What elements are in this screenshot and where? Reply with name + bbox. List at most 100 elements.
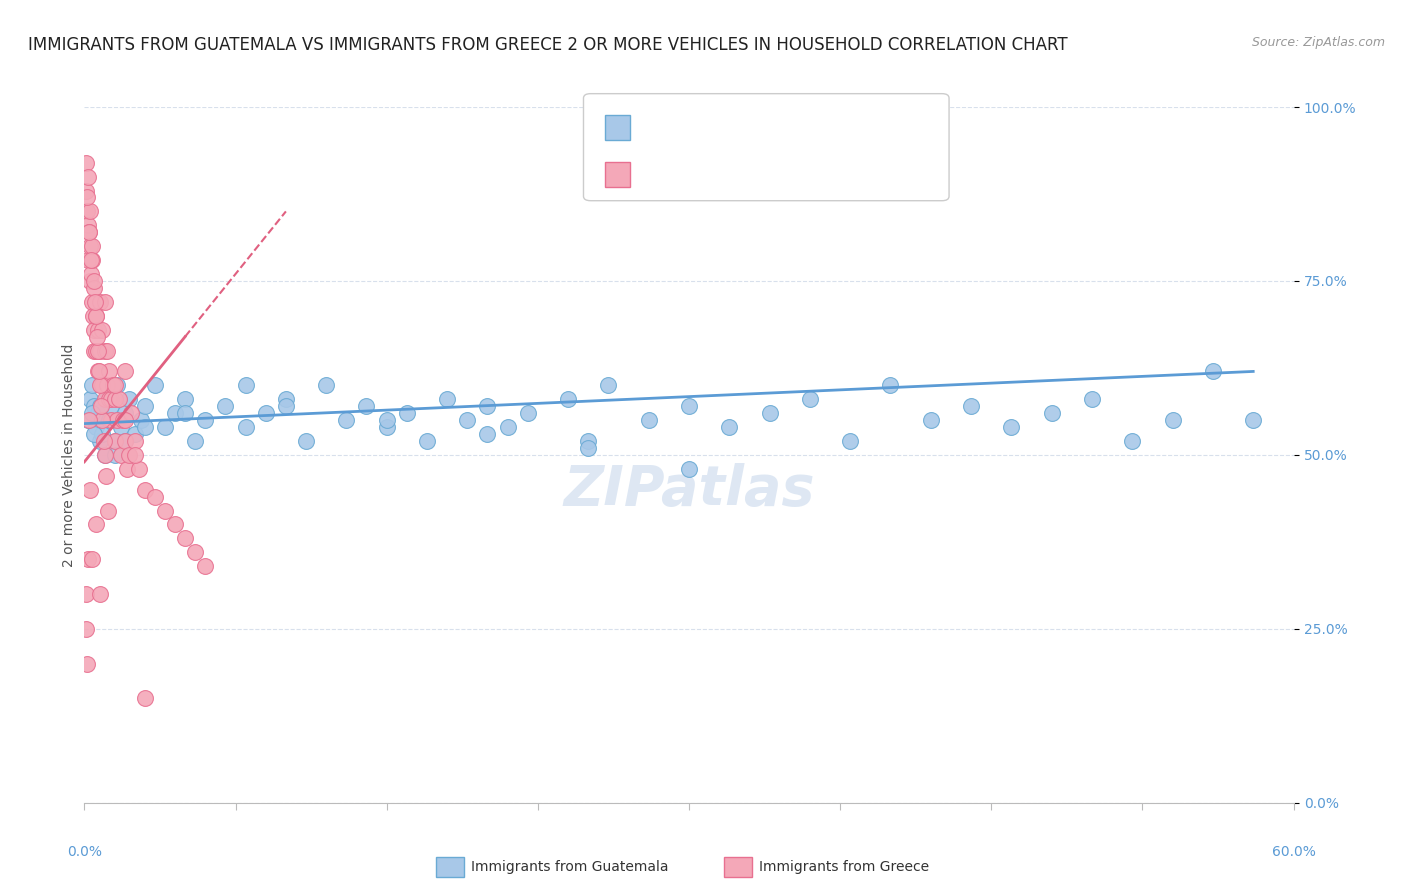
Point	[77, 169, 100, 184]
Point	[165, 517, 187, 532]
Point	[678, 462, 700, 476]
Point	[93, 343, 115, 358]
Point	[315, 378, 337, 392]
Point	[114, 364, 136, 378]
Point	[86, 329, 108, 343]
Point	[375, 413, 398, 427]
Point	[79, 483, 101, 497]
Point	[101, 378, 124, 392]
Point	[79, 225, 101, 239]
Point	[77, 219, 100, 233]
Point	[235, 378, 257, 392]
Point	[839, 434, 862, 448]
Point	[104, 392, 127, 407]
Point	[184, 434, 207, 448]
Point	[83, 427, 105, 442]
Point	[194, 413, 217, 427]
Point	[82, 294, 104, 309]
Point	[89, 434, 111, 448]
Point	[94, 468, 117, 483]
Text: R = 0.257   N = 85: R = 0.257 N = 85	[640, 166, 824, 184]
Point	[436, 392, 458, 407]
Point	[114, 413, 136, 427]
Point	[174, 392, 197, 407]
Text: Immigrants from Guatemala: Immigrants from Guatemala	[471, 860, 668, 874]
Point	[637, 413, 659, 427]
Point	[97, 364, 120, 378]
Point	[83, 323, 105, 337]
Point	[80, 267, 103, 281]
Point	[96, 343, 118, 358]
Point	[235, 420, 257, 434]
Point	[82, 239, 104, 253]
Point	[91, 378, 114, 392]
Point	[356, 399, 378, 413]
Point	[79, 239, 101, 253]
Point	[134, 483, 156, 497]
Point	[97, 392, 120, 407]
Point	[557, 392, 579, 407]
Point	[87, 343, 110, 358]
Point	[89, 294, 111, 309]
Text: Source: ZipAtlas.com: Source: ZipAtlas.com	[1251, 36, 1385, 49]
Point	[879, 378, 901, 392]
Point	[77, 413, 100, 427]
Point	[87, 406, 110, 420]
Point	[82, 309, 104, 323]
Point	[104, 448, 127, 462]
Point	[90, 399, 112, 413]
Point	[194, 559, 217, 574]
Point	[124, 448, 146, 462]
Point	[718, 420, 741, 434]
Point	[118, 392, 141, 407]
Point	[1040, 406, 1063, 420]
Point	[82, 552, 104, 566]
Point	[93, 448, 115, 462]
Point	[395, 406, 418, 420]
Point	[143, 378, 166, 392]
Point	[96, 392, 118, 407]
Point	[79, 225, 101, 239]
Point	[153, 420, 176, 434]
Point	[84, 294, 107, 309]
Point	[91, 323, 114, 337]
Point	[1161, 413, 1184, 427]
Point	[89, 399, 111, 413]
Point	[110, 420, 132, 434]
Point	[960, 399, 983, 413]
Text: R = 0.147   N = 74: R = 0.147 N = 74	[640, 119, 824, 136]
Point	[214, 399, 236, 413]
Point	[93, 392, 115, 407]
Point	[799, 392, 821, 407]
Point	[79, 274, 101, 288]
Point	[105, 413, 128, 427]
Point	[100, 413, 122, 427]
Point	[576, 441, 599, 455]
Point	[96, 503, 118, 517]
Point	[118, 448, 141, 462]
Point	[598, 378, 620, 392]
Point	[79, 204, 101, 219]
Point	[83, 343, 105, 358]
Point	[100, 392, 122, 407]
Point	[79, 392, 101, 407]
Point	[100, 399, 122, 413]
Point	[134, 420, 156, 434]
Point	[110, 448, 132, 462]
Point	[76, 204, 98, 219]
Point	[114, 434, 136, 448]
Point	[758, 406, 780, 420]
Point	[77, 253, 100, 268]
Point	[274, 392, 297, 407]
Point	[97, 413, 120, 427]
Point	[107, 392, 129, 407]
Point	[496, 420, 519, 434]
Point	[678, 399, 700, 413]
Point	[86, 309, 108, 323]
Point	[105, 378, 128, 392]
Point	[93, 448, 115, 462]
Point	[89, 587, 111, 601]
Point	[82, 253, 104, 268]
Point	[516, 406, 538, 420]
Point	[124, 427, 146, 442]
